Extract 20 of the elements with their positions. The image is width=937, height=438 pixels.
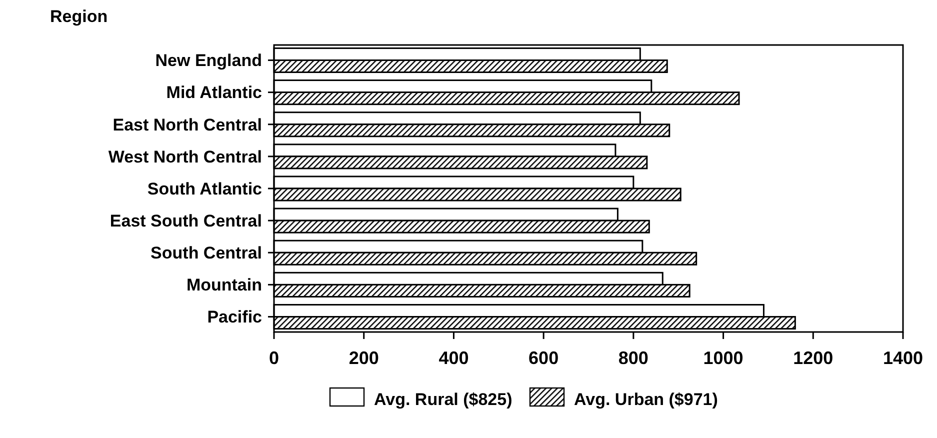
y-tick-label: West North Central	[108, 147, 262, 166]
x-tick-label: 1200	[793, 348, 834, 368]
y-tick-label: New England	[155, 51, 262, 70]
y-tick-label: East North Central	[112, 115, 262, 134]
y-tick-label: South Central	[150, 244, 262, 263]
y-axis-title: Region	[50, 7, 108, 26]
x-tick-label: 200	[348, 348, 379, 368]
legend-label: Avg. Rural ($825)	[374, 390, 512, 410]
y-tick-label: Mountain	[186, 276, 262, 295]
x-tick-label: 1000	[703, 348, 744, 368]
y-tick-label: East South Central	[110, 212, 262, 231]
x-tick-label: 400	[438, 348, 469, 368]
x-tick-label: 0	[268, 348, 280, 368]
y-tick-label: South Atlantic	[147, 179, 262, 198]
x-tick-label: 600	[528, 348, 559, 368]
y-tick-label: Pacific	[207, 308, 262, 327]
y-tick-label: Mid Atlantic	[166, 83, 262, 102]
x-tick-label: 1400	[882, 348, 924, 368]
x-tick-label: 800	[618, 348, 648, 368]
legend-label: Avg. Urban ($971)	[574, 390, 718, 410]
